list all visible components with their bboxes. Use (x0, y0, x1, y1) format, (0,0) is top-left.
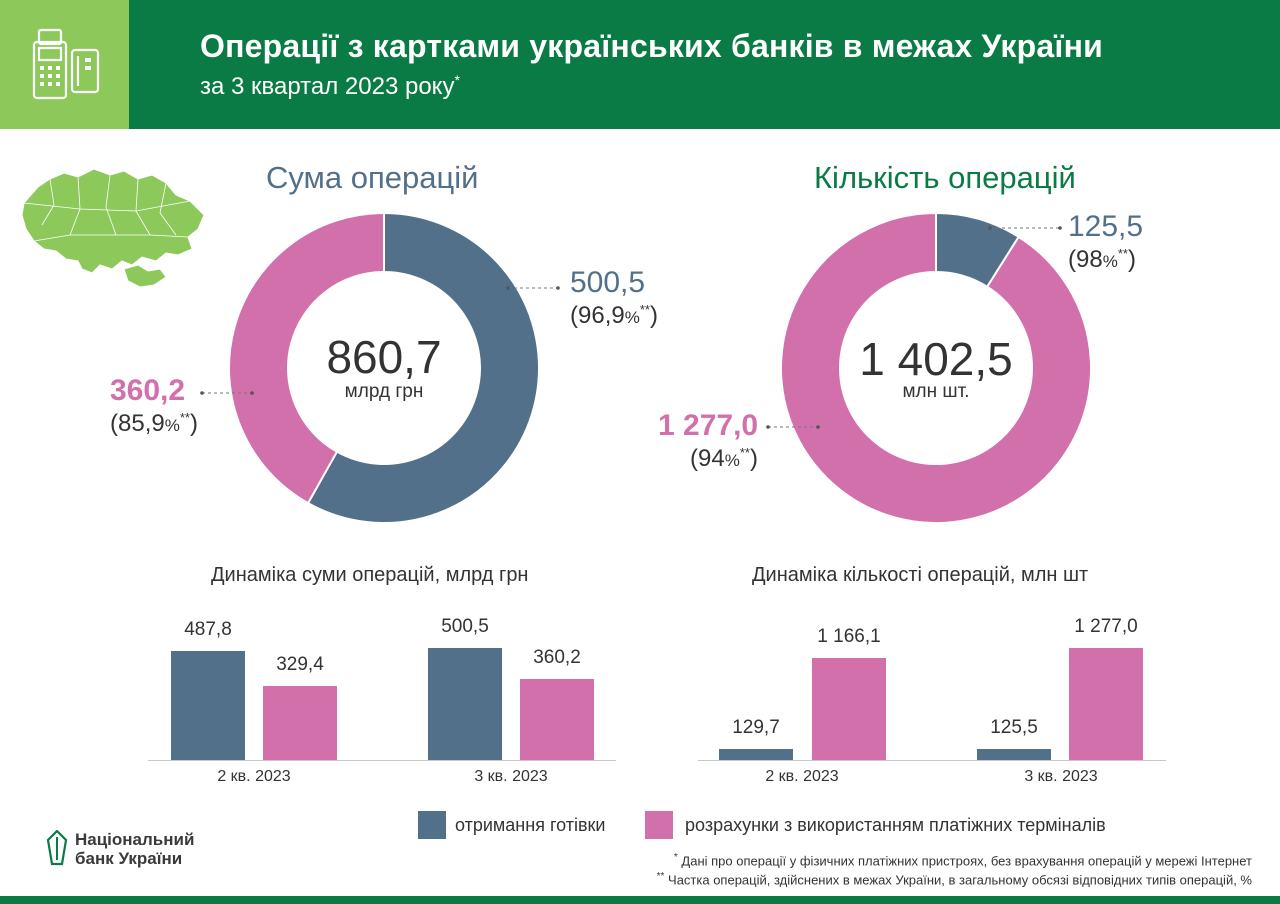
header-banner: Операції з картками українських банків в… (0, 0, 1280, 129)
sum-donut-cash-slice (306, 211, 540, 524)
footnote-2-text: Частка операцій, здійснених в межах Укра… (668, 872, 1252, 888)
header-icon-box (0, 0, 129, 129)
count-bar-q2-cash-label: 129,7 (732, 717, 780, 738)
sum-cash-share-value: 96,9 (578, 302, 625, 329)
nbu-logo-text: Національний банк України (75, 830, 194, 868)
sum-bar-q3-terminals-label: 360,2 (533, 647, 581, 668)
sum-category-q2: 2 кв. 2023 (217, 768, 291, 785)
count-total-value: 1 402,5 (859, 333, 1013, 385)
sum-terminals-share: (85,9%**) (110, 410, 198, 437)
sum-cash-share-sign: % (624, 308, 640, 327)
count-cash-value: 125,5 (1068, 210, 1144, 243)
count-total-unit: млн шт. (902, 381, 970, 402)
count-section-title: Кількість операцій (814, 160, 1076, 195)
count-terminals-leader-dot-2 (816, 425, 820, 429)
count-cash-share-sign: % (1102, 252, 1118, 271)
ukraine-map-icon (21, 168, 205, 288)
count-bar-q2-terminals-label: 1 166,1 (817, 626, 881, 647)
count-terminals-share-sign: % (724, 451, 740, 470)
count-terminals-share: (94%**) (690, 445, 758, 472)
page-subtitle: за 3 квартал 2023 року* (200, 72, 460, 101)
legend-terminals-swatch (645, 811, 673, 839)
sum-bar-q3-cash-label: 500,5 (441, 616, 489, 637)
count-terminals-leader-dot-1 (766, 425, 770, 429)
count-category-q3: 3 кв. 2023 (1024, 768, 1098, 785)
sum-cash-leader-dot-2 (556, 286, 560, 290)
subtitle-text: за 3 квартал 2023 року (200, 73, 455, 100)
pos-terminal-and-card-icon (32, 28, 100, 100)
sum-cash-share: (96,9%**) (570, 302, 658, 329)
sum-section-title: Сума операцій (266, 160, 479, 195)
legend-cash-label: отримання готівки (455, 815, 606, 835)
sum-bar-chart-title: Динаміка суми операцій, млрд грн (211, 564, 529, 586)
sum-cash-value: 500,5 (570, 266, 646, 299)
sum-bar-q3-terminals (520, 679, 594, 760)
sum-total-unit: млрд грн (344, 381, 424, 402)
sum-cash-leader-dot-1 (506, 286, 510, 290)
count-terminals-share-mark: ** (739, 445, 750, 460)
logo-line-1: Національний (75, 830, 195, 849)
footnote-1-mark: * (673, 852, 678, 863)
logo-line-2: банк України (75, 849, 183, 868)
sum-total-value: 860,7 (326, 331, 442, 383)
sum-bar-q2-terminals (263, 686, 337, 760)
count-cash-leader-dot-1 (988, 226, 992, 230)
footnote-1: * Дані про операції у фізичних платіжних… (674, 852, 1252, 868)
count-bar-q3-cash (977, 749, 1051, 760)
count-bar-q2-terminals (812, 658, 886, 760)
legend-terminals-label: розрахунки з використанням платіжних тер… (685, 815, 1106, 835)
footnote-2-mark: ** (656, 871, 665, 882)
count-bar-q3-cash-label: 125,5 (990, 717, 1038, 738)
sum-bar-axis (148, 760, 616, 761)
nbu-logo-icon (46, 830, 68, 866)
count-terminals-value: 1 277,0 (658, 409, 759, 442)
footnote-1-text: Дані про операції у фізичних платіжних п… (681, 853, 1252, 869)
bottom-stripe (0, 896, 1280, 904)
sum-category-q3: 3 кв. 2023 (474, 768, 548, 785)
count-cash-leader-dot-2 (1058, 226, 1062, 230)
sum-terminals-share-value: 85,9 (118, 410, 165, 437)
sum-terminals-share-mark: ** (179, 410, 190, 425)
subtitle-footnote-mark: * (454, 72, 460, 88)
count-bar-q3-terminals (1069, 648, 1143, 760)
sum-bar-q2-terminals-label: 329,4 (276, 654, 324, 675)
sum-bar-q2-cash-label: 487,8 (184, 619, 232, 640)
footnote-2: ** Частка операцій, здійснених в межах У… (657, 871, 1252, 887)
count-cash-share: (98%**) (1068, 246, 1136, 273)
count-bar-chart-title: Динаміка кількості операцій, млн шт (752, 564, 1089, 586)
sum-terminals-leader-dot-1 (200, 391, 204, 395)
count-donut-terminals-slice (780, 211, 1092, 524)
sum-terminals-value: 360,2 (110, 374, 186, 407)
page-title: Операції з картками українських банків в… (200, 28, 1103, 64)
count-bar-q3-terminals-label: 1 277,0 (1074, 616, 1138, 637)
count-cash-share-value: 98 (1076, 246, 1103, 273)
legend-cash-swatch (418, 811, 446, 839)
sum-cash-share-mark: ** (639, 302, 650, 317)
count-cash-share-mark: ** (1117, 246, 1128, 261)
count-bar-axis (698, 760, 1166, 761)
count-category-q2: 2 кв. 2023 (765, 768, 839, 785)
sum-bar-q2-cash (171, 651, 245, 760)
sum-donut-terminals-slice (228, 211, 385, 505)
count-bar-q2-cash (719, 749, 793, 760)
sum-terminals-leader-dot-2 (250, 391, 254, 395)
sum-terminals-share-sign: % (164, 416, 180, 435)
sum-bar-q3-cash (428, 648, 502, 760)
count-terminals-share-value: 94 (698, 445, 725, 472)
